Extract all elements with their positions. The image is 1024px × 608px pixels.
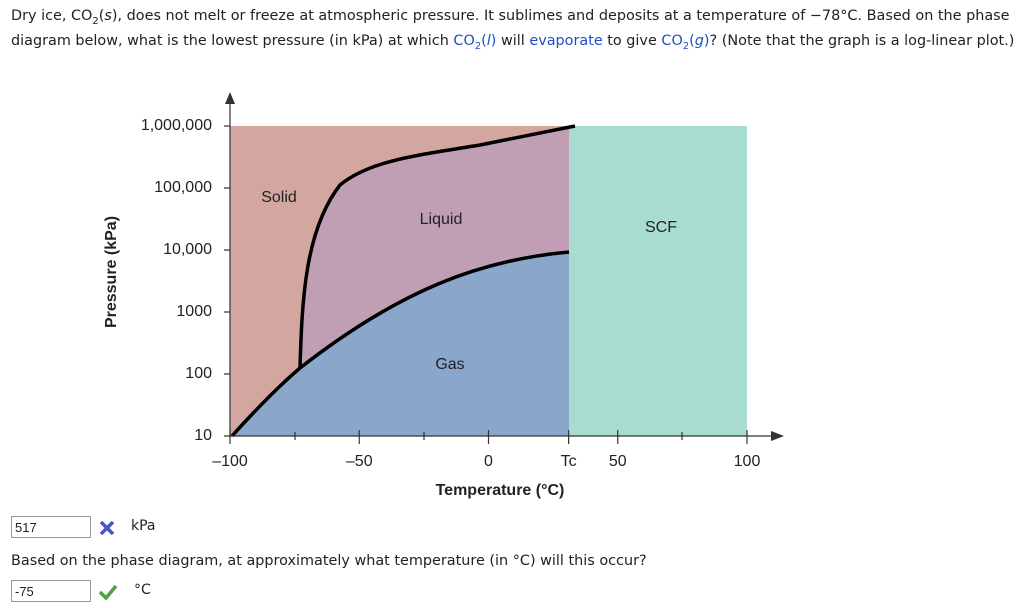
y-arrow — [225, 92, 235, 104]
question-text: Based on the phase diagram, at approxima… — [11, 553, 647, 569]
question-text: Dry ice, CO2(s), does not melt or freeze… — [11, 8, 1015, 52]
answer-input[interactable]: 517 — [11, 516, 91, 538]
x-tick-label: Tc — [561, 453, 577, 470]
gas-region — [232, 252, 569, 436]
x-tick-label: –50 — [346, 453, 373, 470]
x-axis-title: Temperature (°C) — [436, 482, 565, 499]
phase-diagram: Solid Liquid Gas SCF Temperature (°C) Pr… — [103, 92, 784, 499]
region-label: Gas — [435, 356, 464, 373]
y-tick-label: 1,000,000 — [141, 117, 212, 134]
x-arrow — [771, 431, 784, 441]
y-tick-label: 10,000 — [163, 241, 212, 258]
region-label: SCF — [645, 219, 677, 236]
y-axis-title: Pressure (kPa) — [103, 216, 120, 328]
region-label: Liquid — [420, 211, 463, 228]
scf-region — [569, 126, 747, 436]
sublimation-curve — [230, 366, 302, 438]
melting-curve — [298, 124, 576, 369]
y-tick-label: 100 — [185, 365, 212, 382]
x-tick-label: 50 — [609, 453, 627, 470]
wrong-icon — [99, 520, 115, 536]
unit: °C — [134, 582, 151, 598]
x-tick-label: 0 — [484, 453, 493, 470]
unit: kPa — [131, 518, 156, 534]
region-label: Solid — [261, 189, 297, 206]
y-tick-label: 1000 — [176, 303, 212, 320]
y-tick-label: 10 — [194, 427, 212, 444]
y-tick-label: 100,000 — [154, 179, 212, 196]
correct-icon — [98, 584, 118, 601]
x-tick-label: –100 — [212, 453, 248, 470]
x-tick-label: 100 — [734, 453, 761, 470]
vaporization-curve — [298, 250, 570, 370]
liquid-region — [300, 127, 569, 368]
answer-input[interactable]: -75 — [11, 580, 91, 602]
